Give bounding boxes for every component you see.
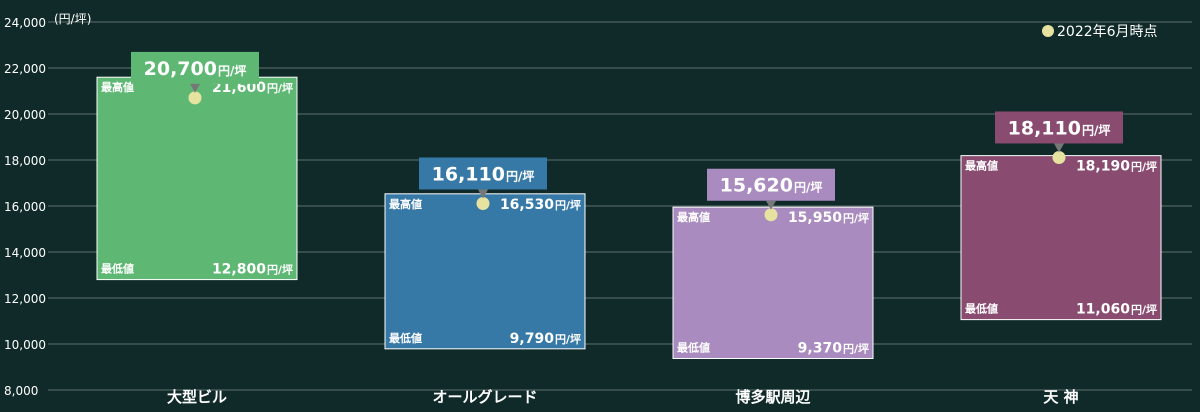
y-tick-label: 20,000: [4, 108, 46, 122]
max-value: 16,530円/坪: [500, 197, 581, 213]
min-label: 最低値: [677, 340, 710, 354]
min-label: 最低値: [389, 331, 422, 345]
max-value-unit: 円/坪: [555, 199, 581, 212]
category-label: 大型ビル: [167, 388, 227, 406]
current-value-callout: [995, 111, 1123, 144]
range-bar: [96, 76, 298, 281]
current-value-unit: 円/坪: [218, 64, 246, 78]
category-labels: 大型ビル オールグレード 博多駅周辺 天 神: [167, 388, 1079, 406]
category-label: 天 神: [1043, 388, 1078, 406]
min-value-unit: 円/坪: [1131, 304, 1157, 317]
category-label: 博多駅周辺: [735, 388, 811, 406]
legend: 2022年6月時点: [1042, 24, 1158, 40]
current-value: 18,110円/坪: [1008, 117, 1111, 139]
current-value: 15,620円/坪: [720, 175, 823, 197]
min-label: 最低値: [965, 302, 998, 316]
min-value: 11,060円/坪: [1076, 302, 1157, 318]
y-tick-label: 8,000: [4, 384, 38, 398]
legend-label: 2022年6月時点: [1057, 24, 1158, 40]
callout-pointer: [1054, 143, 1064, 153]
category-label: オールグレード: [432, 388, 537, 406]
current-value-unit: 円/坪: [794, 181, 822, 195]
min-value: 12,800円/坪: [212, 262, 293, 278]
max-label: 最高値: [965, 159, 998, 173]
range-bar: [672, 206, 874, 359]
legend-dot: [1042, 25, 1054, 37]
max-value-unit: 円/坪: [267, 82, 293, 95]
y-tick-label: 10,000: [4, 338, 46, 352]
max-label: 最高値: [677, 210, 710, 224]
current-value-unit: 円/坪: [1082, 123, 1110, 137]
y-tick-label: 24,000: [4, 16, 46, 30]
callout-pointer: [766, 200, 776, 210]
max-value-unit: 円/坪: [1131, 161, 1157, 174]
current-value: 20,700円/坪: [144, 58, 247, 80]
min-value-unit: 円/坪: [843, 342, 869, 355]
current-value-dot: [1052, 150, 1066, 164]
min-value-unit: 円/坪: [267, 264, 293, 277]
max-value: 15,950円/坪: [788, 210, 869, 226]
callout-pointer: [190, 83, 200, 93]
max-value: 18,190円/坪: [1076, 159, 1157, 175]
y-tick-label: 14,000: [4, 246, 46, 260]
min-value: 9,790円/坪: [510, 331, 581, 347]
max-label: 最高値: [389, 197, 422, 211]
min-value: 9,370円/坪: [798, 340, 869, 356]
max-label: 最高値: [101, 80, 134, 94]
range-bar: [960, 155, 1162, 321]
min-label: 最低値: [101, 262, 134, 276]
current-value-dot: [476, 196, 490, 210]
current-value-dot: [188, 91, 202, 105]
current-value: 16,110円/坪: [432, 163, 535, 185]
y-tick-label: 18,000: [4, 154, 46, 168]
current-value-unit: 円/坪: [506, 169, 534, 183]
y-tick-label: 22,000: [4, 62, 46, 76]
y-axis-unit-label: (円/坪): [54, 12, 91, 26]
current-value-callout: [131, 51, 259, 84]
current-value-dot: [764, 208, 778, 222]
y-tick-label: 16,000: [4, 200, 46, 214]
max-value-unit: 円/坪: [843, 212, 869, 225]
min-value-unit: 円/坪: [555, 333, 581, 346]
y-axis-ticks: 8,000 10,000 12,000 14,000 16,000 18,000 20,00…: [4, 16, 46, 398]
current-value-callout: [419, 157, 547, 190]
y-tick-label: 12,000: [4, 292, 46, 306]
range-bar: [384, 193, 586, 350]
max-value: 21,600円/坪: [212, 80, 293, 96]
current-value-callout: [707, 168, 835, 201]
callout-pointer: [478, 189, 488, 199]
